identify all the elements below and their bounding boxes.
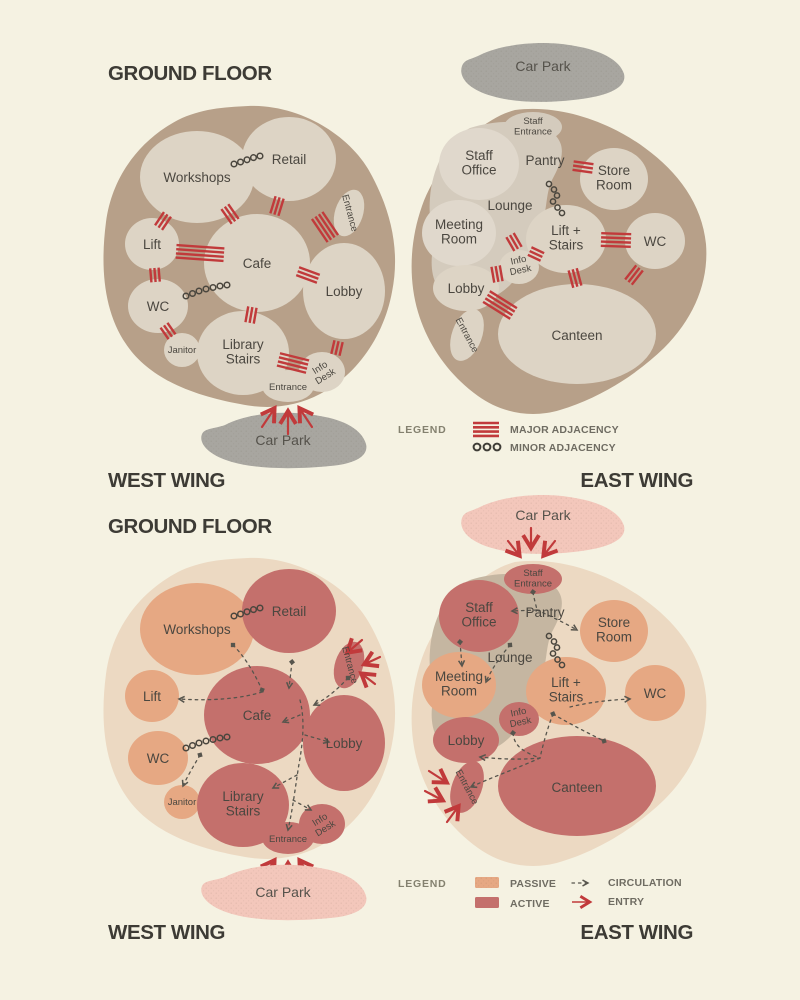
adjacency-diagram: GROUND FLOOR <box>103 43 707 492</box>
zoning-legend: LEGEND PASSIVE ACTIVE CIRCULATION ENTRY <box>398 877 682 910</box>
entry-arrows <box>423 526 559 824</box>
east-wing-title: EAST WING <box>580 921 693 944</box>
legend-passive: PASSIVE <box>510 878 556 890</box>
major-adjacency-icon <box>527 246 545 262</box>
major-adjacency-icon <box>310 211 340 243</box>
label-lounge: Lounge <box>487 650 532 665</box>
label-car-park: Car Park <box>515 58 571 74</box>
label-entrance: Entrance <box>269 382 307 393</box>
label-lobby: Lobby <box>448 733 485 748</box>
label-lobby: Lobby <box>326 284 363 299</box>
west-wing-title: WEST WING <box>108 469 225 492</box>
label-lobby: Lobby <box>448 281 485 296</box>
major-adjacency-icon <box>175 243 225 263</box>
major-adjacency-legend-icon <box>473 421 499 438</box>
label-store-room: Store Room <box>596 615 632 645</box>
label-janitor: Janitor <box>168 345 197 356</box>
legend-entry: ENTRY <box>608 896 644 908</box>
major-adjacency-icon <box>244 306 258 324</box>
legend-active: ACTIVE <box>510 898 550 910</box>
label-store-room: Store Room <box>596 163 632 193</box>
label-workshops: Workshops <box>163 170 231 185</box>
west-wing-title: WEST WING <box>108 921 225 944</box>
label-canteen: Canteen <box>551 780 602 795</box>
major-adjacency-icon <box>600 231 632 249</box>
major-adjacency-icon <box>490 265 504 283</box>
label-wc: WC <box>644 686 667 701</box>
label-pantry: Pantry <box>525 153 564 168</box>
active-swatch <box>475 897 499 908</box>
legend-label: LEGEND <box>398 878 447 890</box>
legend-major-adjacency: MAJOR ADJACENCY <box>510 424 619 436</box>
label-library-stairs: Library Stairs <box>222 789 264 819</box>
legend-minor-adjacency: MINOR ADJACENCY <box>510 442 616 454</box>
label-staff-office: Staff Office <box>461 600 496 630</box>
label-library-stairs: Library Stairs <box>222 337 264 367</box>
label-meeting-room: Meeting Room <box>435 217 483 247</box>
label-retail: Retail <box>272 604 307 619</box>
label-retail: Retail <box>272 152 307 167</box>
major-adjacency-icon <box>330 339 344 357</box>
label-lift-stairs: Lift + Stairs <box>549 223 584 253</box>
major-adjacency-icon <box>154 211 172 231</box>
entry-arrows <box>259 405 315 436</box>
major-adjacency-icon <box>505 232 523 252</box>
circulation-paths <box>177 642 351 832</box>
major-adjacency-icon <box>624 264 644 286</box>
adjacency-west-wing: Workshops Retail Entrance Lift Cafe Lobb… <box>103 105 396 492</box>
label-entrance: Entrance <box>269 834 307 845</box>
label-wc: WC <box>147 299 170 314</box>
major-adjacency-icon <box>567 267 583 289</box>
label-canteen: Canteen <box>551 328 602 343</box>
zoning-east-wing: Staff Entrance Staff Office Pantry Store Ro… <box>411 495 707 944</box>
label-janitor: Janitor <box>168 797 197 808</box>
adjacency-east-wing: Staff Entrance Staff Office Pantry Store Ro… <box>411 43 707 492</box>
label-car-park: Car Park <box>255 432 311 448</box>
label-info-desk: InfoDesk <box>507 705 533 730</box>
legend-circulation: CIRCULATION <box>608 877 682 889</box>
minor-adjacency-legend-icon <box>472 442 502 452</box>
major-adjacency-icon <box>269 195 285 217</box>
circulation-paths <box>456 588 632 789</box>
adjacency-floor-title: GROUND FLOOR <box>108 62 272 85</box>
label-pantry: Pantry <box>525 605 564 620</box>
label-staff-entrance: Staff Entrance <box>514 116 552 137</box>
zoning-floor-title: GROUND FLOOR <box>108 515 272 538</box>
zoning-diagram: GROUND FLOOR <box>103 495 707 944</box>
car-park-texture <box>461 495 625 554</box>
adjacency-legend: LEGEND MAJOR ADJACENCY MINOR ADJACENCY <box>398 421 619 454</box>
major-adjacency-icon <box>276 352 310 374</box>
passive-swatch-texture <box>475 877 499 888</box>
major-adjacency-icon <box>482 290 518 320</box>
label-workshops: Workshops <box>163 622 231 637</box>
major-adjacency-icon <box>149 267 161 283</box>
label-wc: WC <box>644 234 667 249</box>
zoning-west-wing: Workshops Retail Entrance Lift Cafe Lobb… <box>103 557 396 944</box>
east-wing-title: EAST WING <box>580 469 693 492</box>
major-adjacency-icon <box>220 203 240 225</box>
label-wc: WC <box>147 751 170 766</box>
label-lounge: Lounge <box>487 198 532 213</box>
major-adjacency-icon <box>572 160 594 174</box>
label-lift-stairs: Lift + Stairs <box>549 675 584 705</box>
label-cafe: Cafe <box>243 256 272 271</box>
label-car-park: Car Park <box>515 507 571 523</box>
label-car-park: Car Park <box>255 884 311 900</box>
label-lobby: Lobby <box>326 736 363 751</box>
label-lift: Lift <box>143 237 161 252</box>
label-info-desk: InfoDesk <box>507 253 533 278</box>
label-staff-office: Staff Office <box>461 148 496 178</box>
major-adjacency-icon <box>295 266 321 284</box>
label-lift: Lift <box>143 689 161 704</box>
label-cafe: Cafe <box>243 708 272 723</box>
label-meeting-room: Meeting Room <box>435 669 483 699</box>
legend-label: LEGEND <box>398 424 447 436</box>
label-staff-entrance: Staff Entrance <box>514 568 552 589</box>
major-adjacency-icon <box>159 322 177 340</box>
